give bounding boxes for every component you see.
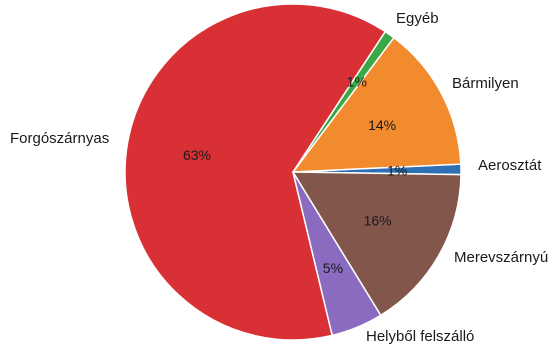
pie-slice-merevszarnyu (291, 171, 462, 317)
percent-label-forgoszarnyas: 63% (183, 147, 211, 163)
percent-label-merevszarnyu: 16% (364, 212, 392, 228)
category-label-aerosztat: Aerosztát (478, 157, 542, 174)
category-labels: Aerosztát Bármilyen Egyéb Forgószárnyas Hely… (10, 10, 548, 345)
percent-labels: 1% 14% 1% 63% 5% 16% (183, 73, 407, 276)
category-label-merevszarnyu: Merevszárnyú (454, 249, 548, 266)
percent-label-egyeb: 1% (347, 73, 367, 89)
pie-slice-forgoszarnyas (124, 3, 387, 341)
category-label-forgoszarnyas: Forgószárnyas (10, 130, 109, 147)
pie-slices (124, 3, 462, 341)
percent-label-aerosztat: 1% (387, 162, 407, 178)
pie-slice-barmilyen (291, 36, 462, 173)
category-label-egyeb: Egyéb (396, 10, 439, 27)
category-label-helybol-felszallo: Helyből felszálló (366, 328, 474, 345)
category-label-barmilyen: Bármilyen (452, 75, 519, 92)
percent-label-helybol-felszallo: 5% (323, 260, 343, 276)
percent-label-barmilyen: 14% (368, 117, 396, 133)
